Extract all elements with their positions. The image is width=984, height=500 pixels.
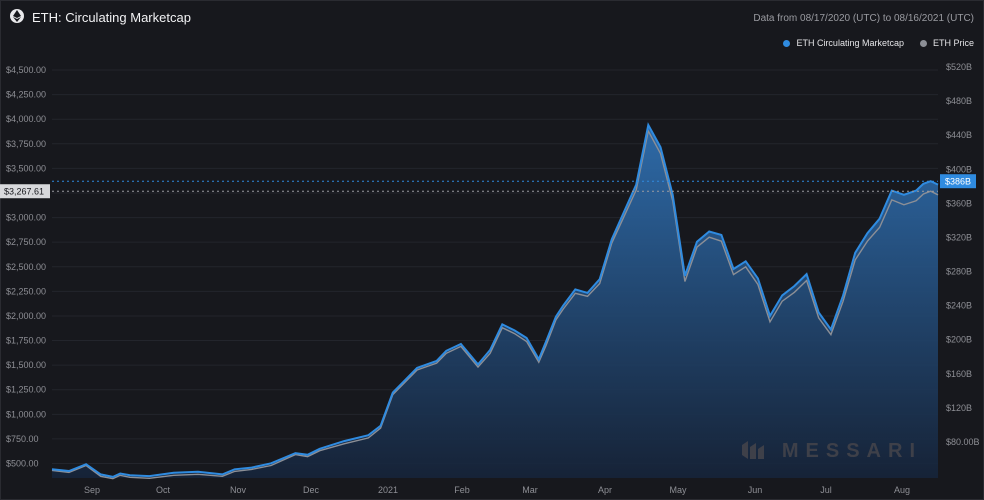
marketcap-series-line bbox=[51, 122, 939, 478]
current-marketcap-label: $386B bbox=[945, 177, 971, 187]
right-tick-label: $120B bbox=[946, 403, 972, 413]
left-tick-label: $2,750.00 bbox=[6, 237, 46, 247]
x-tick-label: Jun bbox=[748, 485, 763, 495]
left-tick-label: $1,750.00 bbox=[6, 336, 46, 346]
right-tick-label: $320B bbox=[946, 232, 972, 242]
marketcap-area bbox=[52, 125, 938, 478]
left-tick-label: $2,000.00 bbox=[6, 311, 46, 321]
left-tick-label: $1,250.00 bbox=[6, 385, 46, 395]
x-tick-label: 2021 bbox=[378, 485, 398, 495]
x-tick-label: Mar bbox=[522, 485, 538, 495]
right-tick-label: $360B bbox=[946, 198, 972, 208]
legend-item-price[interactable]: ETH Price bbox=[919, 38, 974, 48]
right-tick-label: $280B bbox=[946, 267, 972, 277]
current-marketcap-badge bbox=[940, 174, 976, 189]
right-axis: $520B $480B $440B $400B $360B $320B $280B $240B… bbox=[946, 62, 980, 447]
right-tick-label: $80.00B bbox=[946, 437, 980, 447]
x-tick-label: Dec bbox=[303, 485, 320, 495]
x-tick-label: Nov bbox=[230, 485, 247, 495]
right-tick-label: $160B bbox=[946, 369, 972, 379]
legend-label-price: ETH Price bbox=[932, 38, 974, 48]
legend: ETH Circulating Marketcap ETH Price bbox=[783, 38, 974, 48]
marketcap-legend-dot bbox=[783, 39, 791, 47]
price-series-line bbox=[51, 128, 939, 480]
right-tick-label: $200B bbox=[946, 335, 972, 345]
ethereum-icon bbox=[10, 9, 24, 23]
x-tick-label: Aug bbox=[894, 485, 910, 495]
left-tick-label: $3,000.00 bbox=[6, 213, 46, 223]
price-legend-dot bbox=[919, 39, 927, 47]
left-tick-label: $2,250.00 bbox=[6, 286, 46, 296]
left-tick-label: $2,500.00 bbox=[6, 262, 46, 272]
right-tick-label: $400B bbox=[946, 164, 972, 174]
current-value-markers: $3,267.61 $386B bbox=[0, 174, 976, 199]
x-tick-label: Sep bbox=[84, 485, 100, 495]
x-tick-label: May bbox=[669, 485, 687, 495]
watermark: MESSARI bbox=[781, 440, 922, 462]
left-tick-label: $750.00 bbox=[6, 434, 39, 444]
left-tick-label: $3,750.00 bbox=[6, 139, 46, 149]
date-range: Data from 08/17/2020 (UTC) to 08/16/2021… bbox=[753, 13, 974, 24]
legend-item-marketcap[interactable]: ETH Circulating Marketcap bbox=[783, 38, 904, 48]
current-price-badge bbox=[0, 184, 50, 199]
left-tick-label: $4,250.00 bbox=[6, 90, 46, 100]
legend-label-marketcap: ETH Circulating Marketcap bbox=[796, 38, 904, 48]
x-tick-label: Feb bbox=[454, 485, 470, 495]
left-tick-label: $3,500.00 bbox=[6, 163, 46, 173]
left-tick-label: $1,000.00 bbox=[6, 409, 46, 419]
x-tick-label: Oct bbox=[156, 485, 171, 495]
left-axis: $4,500.00 $4,250.00 $4,000.00 $3,750.00 $3,5… bbox=[6, 65, 46, 469]
right-tick-label: $480B bbox=[946, 96, 972, 106]
right-tick-label: $440B bbox=[946, 130, 972, 140]
current-price-label: $3,267.61 bbox=[4, 187, 44, 197]
left-tick-label: $1,500.00 bbox=[6, 360, 46, 370]
messari-logo-icon bbox=[742, 441, 764, 464]
left-tick-label: $4,000.00 bbox=[6, 114, 46, 124]
x-tick-label: Jul bbox=[820, 485, 832, 495]
x-tick-label: Apr bbox=[598, 485, 612, 495]
chart-title: ETH: Circulating Marketcap bbox=[32, 10, 191, 25]
x-axis: Sep Oct Nov Dec 2021 Feb Mar Apr May Jun Jul Aug bbox=[84, 485, 910, 495]
right-tick-label: $520B bbox=[946, 62, 972, 72]
left-tick-label: $4,500.00 bbox=[6, 65, 46, 75]
left-tick-label: $500.00 bbox=[6, 459, 39, 469]
right-tick-label: $240B bbox=[946, 301, 972, 311]
